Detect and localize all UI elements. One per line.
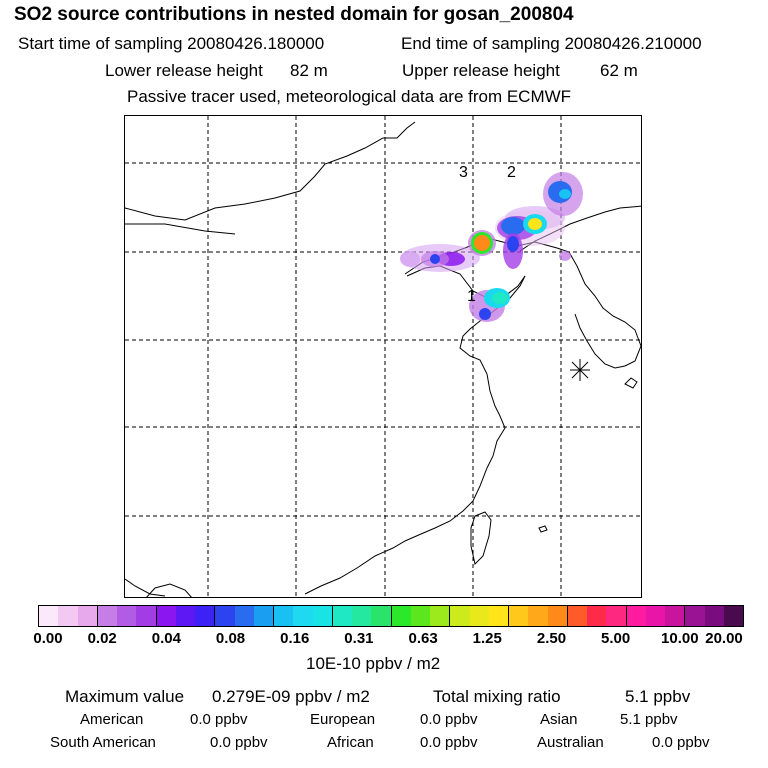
- colorbar-swatch: [77, 606, 98, 626]
- colorbar-tick-label: 0.16: [280, 630, 310, 647]
- total-mixing-value: 5.1 ppbv: [625, 687, 691, 706]
- colorbar-unit: 10E-10 ppbv / m2: [306, 654, 441, 673]
- start-time-label: Start time of sampling 20080426.180000: [18, 34, 325, 53]
- colorbar-tick-label: 0.63: [408, 630, 438, 647]
- upper-release-label: Upper release height: [402, 61, 560, 80]
- region-value: 5.1 ppbv: [620, 711, 678, 728]
- region-value: 0.0 ppbv: [210, 734, 268, 751]
- page-title: SO2 source contributions in nested domai…: [14, 4, 574, 25]
- colorbar-swatch: [117, 606, 137, 626]
- region-value: 0.0 ppbv: [420, 711, 478, 728]
- colorbar-swatch: [587, 606, 607, 626]
- colorbar-swatch: [509, 606, 529, 626]
- colorbar-swatch: [253, 606, 274, 626]
- colorbar-tick-label: 0.02: [87, 630, 117, 647]
- colorbar-swatch: [97, 606, 117, 626]
- colorbar-swatch: [626, 606, 646, 626]
- colorbar-swatch: [665, 606, 686, 626]
- lower-release-label: Lower release height: [105, 61, 263, 80]
- colorbar-swatch: [352, 606, 372, 626]
- colorbar-tick-label: 0.31: [344, 630, 374, 647]
- colorbar-swatch: [332, 606, 352, 626]
- map-canvas: [125, 116, 641, 597]
- colorbar-tick-label: 20.00: [705, 630, 743, 647]
- colorbar-tick-label: 0.08: [215, 630, 246, 647]
- colorbar-swatch: [528, 606, 548, 626]
- colorbar-tick-label: 2.50: [536, 630, 567, 647]
- colorbar-swatch: [156, 606, 176, 626]
- colorbar-swatch: [488, 606, 509, 626]
- total-mixing-label: Total mixing ratio: [433, 687, 561, 706]
- colorbar-swatch: [430, 606, 451, 626]
- colorbar-swatch: [195, 606, 216, 626]
- colorbar-swatch: [234, 606, 254, 626]
- colorbar-swatch: [215, 606, 235, 626]
- region-name: Australian: [537, 734, 604, 751]
- region-name: European: [310, 711, 376, 728]
- colorbar-swatch: [606, 606, 627, 626]
- tracer-note: Passive tracer used, meteorological data…: [127, 87, 572, 106]
- region-value: 0.0 ppbv: [190, 711, 248, 728]
- colorbar-swatch: [274, 606, 294, 626]
- colorbar-swatch: [723, 606, 743, 626]
- max-value-label: Maximum value: [65, 687, 185, 706]
- colorbar-tick-label: 10.00: [661, 630, 699, 647]
- map-panel: 3 2 1: [124, 115, 642, 598]
- source-label-3: 3: [459, 164, 468, 181]
- colorbar-tick-label: 5.00: [601, 630, 631, 647]
- source-label-1: 1: [467, 288, 476, 305]
- region-value: 0.0 ppbv: [652, 734, 710, 751]
- region-name: South American: [50, 734, 156, 751]
- asterisk-icon: [570, 359, 590, 381]
- max-value: 0.279E-09 ppbv / m2: [212, 687, 370, 706]
- colorbar-swatch: [312, 606, 333, 626]
- colorbar-swatch: [645, 606, 665, 626]
- colorbar-swatch: [450, 606, 470, 626]
- colorbar-swatch: [685, 606, 705, 626]
- colorbar-swatch: [469, 606, 489, 626]
- colorbar-swatch: [39, 606, 59, 626]
- colorbar-swatch: [293, 606, 313, 626]
- colorbar-tick-label: 0.04: [151, 630, 181, 647]
- region-name: African: [327, 734, 374, 751]
- colorbar-swatch: [567, 606, 587, 626]
- colorbar-swatch: [136, 606, 157, 626]
- colorbar-tick-label: 1.25: [472, 630, 502, 647]
- colorbar-tick-label: 0.00: [33, 630, 63, 647]
- source-label-2: 2: [507, 164, 516, 181]
- plume-layer: [400, 172, 583, 322]
- region-value: 0.0 ppbv: [420, 734, 478, 751]
- region-name: Asian: [540, 711, 578, 728]
- lower-release-value: 82 m: [290, 61, 328, 80]
- colorbar-swatch: [410, 606, 430, 626]
- region-name: American: [80, 711, 144, 728]
- end-time-label: End time of sampling 20080426.210000: [401, 34, 702, 53]
- colorbar-swatch: [371, 606, 392, 626]
- colorbar-swatch: [547, 606, 568, 626]
- colorbar-swatch: [58, 606, 78, 626]
- colorbar-swatch: [704, 606, 724, 626]
- colorbar: [38, 605, 744, 627]
- upper-release-value: 62 m: [600, 61, 638, 80]
- colorbar-swatch: [175, 606, 195, 626]
- colorbar-swatch: [391, 606, 411, 626]
